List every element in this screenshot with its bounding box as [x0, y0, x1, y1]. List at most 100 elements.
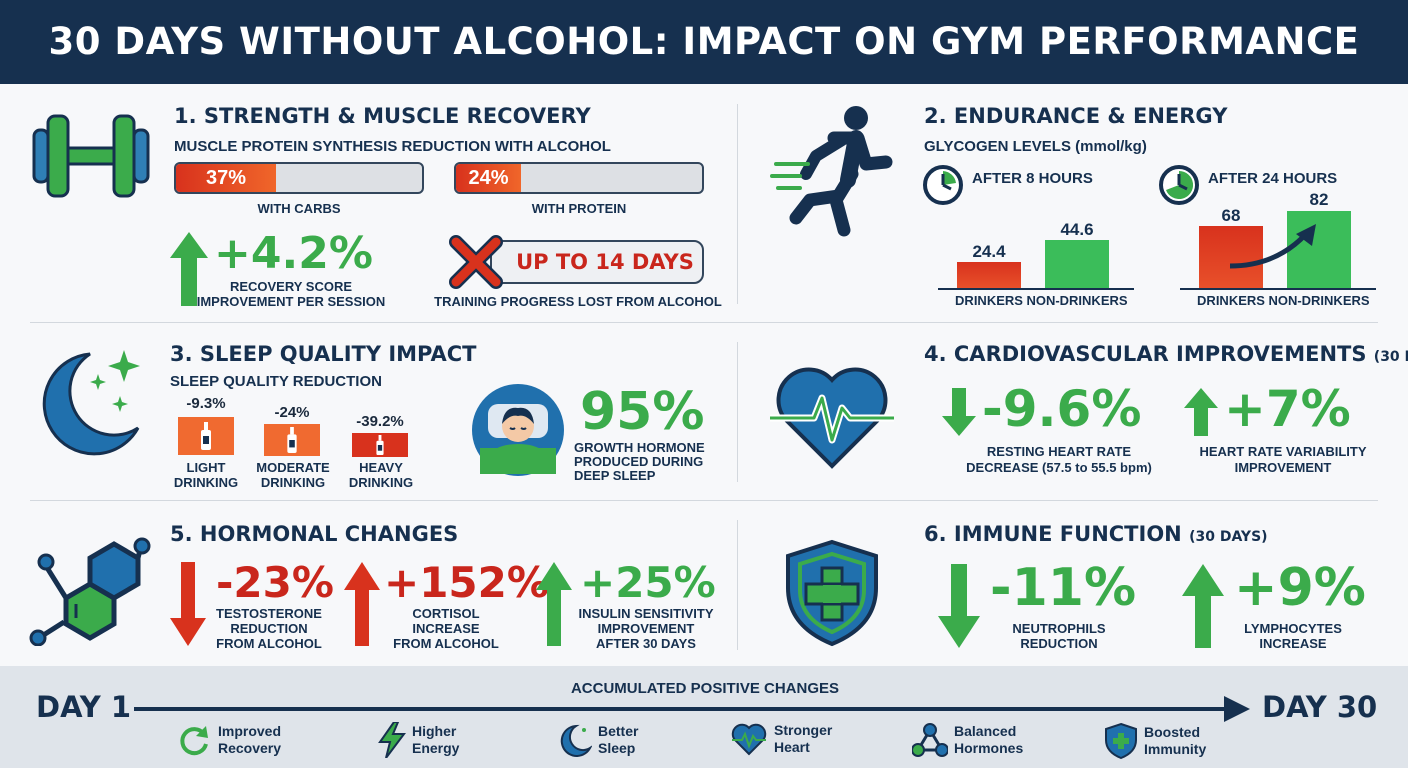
gh-caption-1: GROWTH HORMONE	[574, 440, 705, 455]
carbs-bar-fill: 37%	[176, 164, 277, 192]
bar-8h-nondrinkers-value: 44.6	[1060, 220, 1094, 239]
arrow-up-icon-hrv	[1184, 388, 1218, 436]
sleep-light-box	[178, 417, 234, 455]
s2-subtitle: GLYCOGEN LEVELS (mmol/kg)	[924, 138, 1147, 155]
drinkers-label-8h: DRINKERS	[955, 293, 1023, 308]
cross-icon	[448, 234, 504, 290]
s4-title-text: 4. CARDIOVASCULAR IMPROVEMENTS	[924, 342, 1367, 366]
recovery-value: +4.2%	[214, 228, 373, 279]
group-8h-label: AFTER 8 HOURS	[972, 170, 1093, 187]
hr-caption-1: RESTING HEART RATE	[986, 444, 1132, 459]
sleep-moderate-label-1: MODERATE	[256, 460, 330, 475]
row-divider-2	[30, 500, 1378, 501]
footer-item-hormones: Balanced Hormones	[912, 722, 1023, 758]
footer-immunity-l2: Immunity	[1144, 741, 1207, 757]
s3-subtitle: SLEEP QUALITY REDUCTION	[170, 373, 382, 390]
page-title: 30 DAYS WITHOUT ALCOHOL: IMPACT ON GYM P…	[48, 20, 1360, 63]
neutrophils-caption-2: REDUCTION	[1020, 636, 1098, 651]
sleep-light-label-1: LIGHT	[186, 460, 226, 475]
cortisol-value: +152%	[384, 558, 549, 607]
section-3-title: 3. SLEEP QUALITY IMPACT	[170, 342, 477, 366]
sleep-heavy-value: -39.2%	[356, 413, 404, 430]
hrv-caption-2: IMPROVEMENT	[1234, 460, 1332, 475]
section-2-title: 2. ENDURANCE & ENERGY	[924, 104, 1228, 128]
carbs-bar: 37%	[174, 162, 424, 194]
row-divider-1	[30, 322, 1378, 323]
sleep-heavy-label-1: HEAVY	[359, 460, 403, 475]
neutrophils-value: -11%	[990, 558, 1137, 618]
insulin-caption-1: INSULIN SENSITIVITY	[578, 606, 714, 621]
shield-plus-icon	[782, 538, 882, 648]
bar-24h-drinkers	[1199, 226, 1263, 288]
cortisol-caption-2: INCREASE	[412, 621, 480, 636]
axis-8h	[938, 288, 1134, 290]
timeline-heading: ACCUMULATED POSITIVE CHANGES	[570, 680, 840, 697]
arrow-up-icon-lymphocytes	[1182, 564, 1224, 648]
arrow-down-icon	[942, 388, 976, 436]
cortisol-caption-3: FROM ALCOHOL	[393, 636, 499, 651]
refresh-icon	[180, 726, 208, 756]
lymphocytes-caption-1: LYMPHOCYTES	[1244, 621, 1342, 636]
arrow-up-icon-insulin	[536, 562, 572, 646]
lost-value: UP TO 14 DAYS	[516, 250, 694, 274]
footer-heart-l1: Stronger	[774, 722, 833, 738]
footer-hormones-l2: Hormones	[954, 740, 1024, 756]
insulin-caption-2: IMPROVEMENT	[597, 621, 695, 636]
resting-hr-value: -9.6%	[982, 380, 1142, 438]
bottle-icon	[201, 422, 211, 450]
lightning-icon	[378, 722, 406, 758]
testosterone-value: -23%	[216, 558, 334, 607]
neutrophils-caption-1: NEUTROPHILS	[1012, 621, 1106, 636]
footer-heart-l2: Heart	[774, 739, 810, 755]
sleep-moderate-value: -24%	[274, 404, 310, 421]
sleeping-person-icon	[470, 382, 566, 478]
hr-caption-2: DECREASE (57.5 to 55.5 bpm)	[966, 460, 1152, 475]
nondrinkers-label-8h: NON-DRINKERS	[1026, 293, 1128, 308]
trend-arrow-icon	[1226, 222, 1322, 272]
group-24h-label: AFTER 24 HOURS	[1208, 170, 1338, 187]
sleep-heavy-box	[352, 433, 408, 457]
lymphocytes-caption-2: INCREASE	[1259, 636, 1327, 651]
section-4-title: 4. CARDIOVASCULAR IMPROVEMENTS (30 DAYS)	[924, 342, 1408, 366]
footer-sleep-l1: Better	[598, 723, 639, 739]
footer-item-sleep: Better Sleep	[556, 722, 638, 758]
cortisol-caption-1: CORTISOL	[412, 606, 480, 621]
bottle-icon	[287, 427, 297, 453]
footer-item-recovery: Improved Recovery	[176, 722, 281, 758]
gh-caption-2: PRODUCED DURING	[574, 454, 704, 469]
testosterone-caption-2: REDUCTION	[230, 621, 308, 636]
lost-progress-box	[490, 240, 704, 284]
drinkers-label-24h: DRINKERS	[1197, 293, 1265, 308]
s6-title-suffix: (30 DAYS)	[1189, 529, 1268, 545]
footer-hormones-l1: Balanced	[954, 723, 1017, 739]
testosterone-caption-1: TESTOSTERONE	[216, 606, 322, 621]
carbs-bar-label: WITH CARBS	[257, 201, 341, 216]
molecule-icon	[28, 536, 154, 647]
timeline-arrow	[134, 696, 1250, 722]
testosterone-caption-3: FROM ALCOHOL	[216, 636, 322, 651]
s1-subtitle: MUSCLE PROTEIN SYNTHESIS REDUCTION WITH …	[174, 138, 611, 155]
footer-recovery-l1: Improved	[218, 723, 282, 739]
insulin-caption-3: AFTER 30 DAYS	[596, 636, 696, 651]
nondrinkers-label-24h: NON-DRINKERS	[1268, 293, 1370, 308]
footer-immunity-l1: Boosted	[1144, 724, 1200, 740]
hrv-caption-1: HEART RATE VARIABILITY	[1199, 444, 1367, 459]
sleep-moderate-box	[264, 424, 320, 456]
section-1-title: 1. STRENGTH & MUSCLE RECOVERY	[174, 104, 591, 128]
bar-24h-nondrinkers-value: 82	[1309, 190, 1329, 209]
bottle-icon	[376, 435, 384, 455]
section-6-title: 6. IMMUNE FUNCTION (30 DAYS)	[924, 522, 1268, 546]
arrow-up-icon	[170, 232, 208, 306]
day-start: DAY 1	[36, 690, 132, 724]
network-icon	[912, 723, 948, 757]
title-bar: 30 DAYS WITHOUT ALCOHOL: IMPACT ON GYM P…	[0, 0, 1408, 84]
heart-icon	[770, 358, 894, 470]
bar-24h-drinkers-value: 68	[1221, 206, 1241, 225]
footer-sleep-l2: Sleep	[598, 740, 636, 756]
footer-energy-l1: Higher	[412, 723, 457, 739]
protein-bar: 24%	[454, 162, 704, 194]
clock-icon-24h	[1158, 164, 1200, 206]
heart-icon	[731, 723, 767, 756]
footer-energy-l2: Energy	[412, 740, 460, 756]
growth-hormone-value: 95%	[580, 382, 705, 442]
